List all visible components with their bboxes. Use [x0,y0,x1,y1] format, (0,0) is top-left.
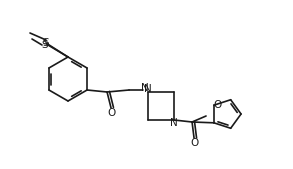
Text: S: S [35,34,36,35]
Text: O: O [190,138,198,148]
Text: O: O [214,100,222,110]
Text: S: S [43,38,49,48]
Text: N: N [170,118,178,128]
Text: N: N [144,84,152,94]
Text: N: N [141,83,149,93]
Text: S: S [42,40,48,50]
Text: O: O [107,108,115,118]
